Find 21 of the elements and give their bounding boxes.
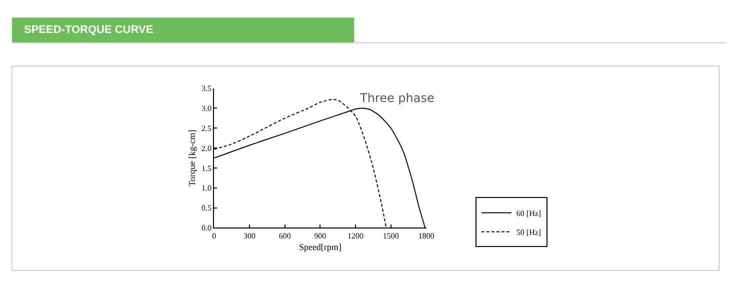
x-tick-label: 900	[314, 231, 326, 240]
y-tick-label: 0.5	[202, 204, 212, 213]
y-tick-label: 3.0	[202, 104, 212, 113]
y-tick-label: 1.0	[202, 184, 212, 193]
legend-label: 60 [Hz]	[516, 208, 542, 218]
x-axis-title: Speed[rpm]	[298, 242, 342, 252]
chart-subtitle: Three phase	[359, 91, 434, 105]
legend-label: 50 [Hz]	[516, 228, 542, 237]
x-tick-label: 1800	[418, 231, 434, 240]
x-tick-label: 600	[278, 231, 291, 240]
y-tick-label: 0.0	[202, 224, 212, 233]
y-tick-label: 2.0	[202, 144, 212, 153]
x-tick-label: 1500	[382, 231, 399, 240]
y-axis-title: Torque [kg-cm]	[186, 130, 197, 186]
text: SPEED-TORQUE CURVE	[24, 24, 154, 36]
y-tick-label: 1.5	[202, 164, 212, 173]
x-tick-label: 300	[243, 231, 256, 240]
y-tick-label: 2.5	[202, 124, 212, 133]
x-tick-label: 0	[212, 231, 216, 240]
x-tick-label: 1200	[348, 231, 364, 240]
y-tick-label: 3.5	[202, 84, 212, 94]
